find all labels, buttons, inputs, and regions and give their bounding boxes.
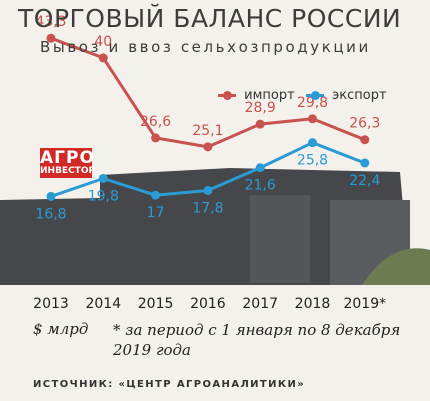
data-point-import (308, 114, 317, 124)
data-point-export (98, 173, 108, 183)
background-ship (0, 168, 430, 290)
data-label-export: 17 (147, 205, 165, 221)
agroinvestor-logo: АГРО ИНВЕСТОР (40, 148, 96, 178)
data-point-export (308, 138, 317, 148)
data-point-import (98, 53, 108, 63)
x-tick-label: 2019* (343, 296, 386, 312)
legend-swatch-export (306, 91, 324, 100)
data-point-export (46, 191, 56, 201)
x-tick-label: 2018 (295, 296, 331, 312)
data-label-import: 26,3 (349, 116, 380, 132)
data-label-export: 16,8 (35, 206, 66, 222)
legend-item-export: экспорт (306, 88, 387, 103)
legend-label-import: импорт (244, 88, 295, 103)
legend-item-import: импорт (218, 88, 295, 103)
data-label-export: 19,8 (88, 188, 119, 204)
data-label-export: 25,8 (297, 153, 328, 169)
data-point-export (203, 185, 213, 195)
logo-line-1: АГРО (40, 148, 95, 168)
data-label-import: 28,9 (245, 100, 276, 116)
logo-line-2: ИНВЕСТОР (40, 166, 96, 176)
footnote: * за период с 1 января по 8 декабря 2019… (113, 321, 401, 359)
data-label-import: 43,3 (35, 14, 66, 30)
source-note: ИСТОЧНИК: «ЦЕНТР АГРОАНАЛИТИКИ» (33, 379, 306, 390)
x-tick-label: 2016 (190, 296, 226, 312)
x-tick-label: 2013 (33, 296, 69, 312)
x-axis-band (0, 285, 430, 321)
legend-swatch-import (218, 91, 236, 100)
data-point-import (46, 33, 56, 43)
x-tick-label: 2015 (138, 296, 174, 312)
data-point-export (360, 158, 370, 168)
data-point-import (255, 119, 265, 129)
x-tick-label: 2017 (242, 296, 278, 312)
data-point-import (151, 133, 161, 143)
unit-label: $ млрд (33, 320, 89, 338)
legend-label-export: экспорт (332, 88, 387, 103)
chart-subtitle: Вывоз и ввоз сельхозпродукции (40, 38, 371, 56)
data-label-import: 40 (94, 34, 112, 50)
data-point-import (203, 142, 213, 152)
chart-title: ТОРГОВЫЙ БАЛАНС РОССИИ (18, 4, 402, 33)
x-tick-label: 2014 (85, 296, 121, 312)
data-label-export: 17,8 (192, 200, 223, 216)
data-point-import (360, 135, 370, 145)
data-label-export: 22,4 (349, 173, 380, 189)
data-label-import: 26,6 (140, 114, 171, 130)
data-label-import: 29,8 (297, 95, 328, 111)
data-label-import: 25,1 (192, 123, 223, 139)
data-label-export: 21,6 (245, 178, 276, 194)
data-point-export (255, 163, 265, 173)
data-point-export (151, 190, 161, 200)
